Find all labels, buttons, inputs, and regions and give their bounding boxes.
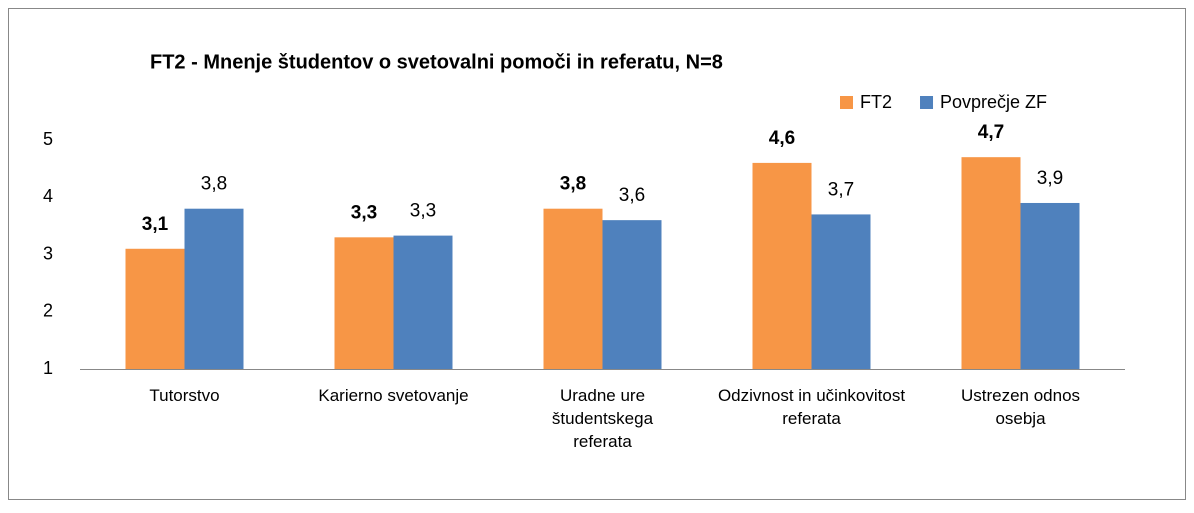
bar bbox=[393, 235, 453, 369]
x-tick-label: Tutorstvo bbox=[149, 386, 220, 405]
data-label: 3,7 bbox=[828, 179, 854, 200]
data-label: 4,7 bbox=[978, 122, 1004, 143]
bar bbox=[125, 248, 185, 369]
x-tick-label: Odzivnost in učinkovitost referata bbox=[717, 386, 906, 428]
data-label: 3,8 bbox=[201, 174, 227, 195]
y-tick-label: 5 bbox=[43, 129, 53, 149]
bar bbox=[752, 162, 812, 369]
legend-swatch bbox=[840, 96, 853, 109]
bar bbox=[811, 214, 871, 369]
data-label: 3,6 bbox=[619, 185, 645, 206]
x-tick-label: Ustrezen odnos osebja bbox=[960, 386, 1081, 428]
bar bbox=[1020, 202, 1080, 369]
legend-swatch bbox=[920, 96, 934, 109]
y-tick-label: 3 bbox=[43, 243, 53, 263]
y-tick-label: 4 bbox=[43, 186, 53, 206]
data-label: 3,3 bbox=[410, 201, 436, 222]
x-tick-label: Uradne ure študentskega referata bbox=[551, 386, 654, 451]
bar bbox=[961, 157, 1021, 369]
chart-title: FT2 - Mnenje študentov o svetovalni pomo… bbox=[150, 51, 723, 73]
data-label: 4,6 bbox=[769, 128, 795, 149]
legend-label: Povprečje ZF bbox=[940, 92, 1047, 112]
bar bbox=[184, 208, 244, 369]
y-tick-label: 2 bbox=[43, 301, 53, 321]
bar bbox=[543, 208, 603, 369]
legend-label: FT2 bbox=[860, 92, 892, 112]
data-label: 3,3 bbox=[351, 202, 377, 223]
bar bbox=[602, 220, 662, 369]
data-label: 3,9 bbox=[1037, 168, 1063, 189]
y-tick-label: 1 bbox=[43, 358, 53, 378]
bar bbox=[334, 237, 394, 369]
data-label: 3,8 bbox=[560, 174, 586, 195]
data-label: 3,1 bbox=[142, 214, 169, 235]
x-tick-label: Karierno svetovanje bbox=[318, 386, 469, 405]
